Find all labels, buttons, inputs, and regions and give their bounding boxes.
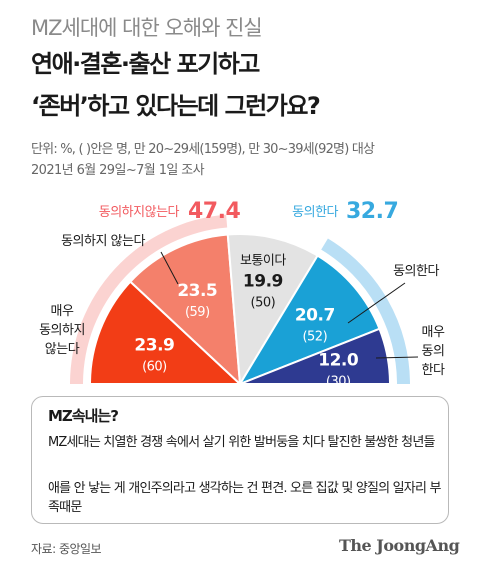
callout-neutral: 보통이다 — [240, 254, 286, 269]
callout-disagree: 동의하지 않는다 — [61, 234, 145, 249]
callout-agree: 동의한다 — [393, 264, 439, 279]
callout-strong-agree-2: 동의 — [422, 344, 445, 359]
agree-group-total: 32.7 — [346, 199, 398, 224]
disagree-group-label: 동의하지않는다 — [99, 205, 180, 220]
callout-strong-agree-3: 한다 — [422, 363, 445, 378]
value-label-2: 23.5 — [177, 281, 217, 301]
survey-date: 2021년 6월 29일~7월 1일 조사 — [31, 163, 205, 178]
disagree-group-arc — [70, 214, 228, 384]
unit-note: 단위: %, ( )안은 명, 만 20~29세(159명), 만 30~39세… — [31, 142, 375, 157]
callout-strong-disagree-3: 않는다 — [45, 342, 80, 357]
count-label-4: (52) — [302, 330, 327, 345]
leader-agree — [347, 282, 406, 324]
count-label-5: (30) — [326, 374, 351, 389]
page-title-line-2: ‘존버’하고 있다는데 그런가요? — [31, 92, 321, 120]
agree-group-label: 동의한다 — [292, 205, 338, 220]
slice-5 — [239, 327, 392, 385]
value-label-3: 19.9 — [243, 272, 283, 292]
kicker: MZ세대에 대한 오해와 진실 — [31, 16, 263, 40]
disagree-group-total: 47.4 — [188, 199, 240, 224]
insight-box: MZ속내는? MZ세대는 치열한 경쟁 속에서 살기 위한 발버둥을 치다 탈진… — [31, 396, 449, 524]
value-label-1: 23.9 — [134, 335, 174, 355]
value-label-5: 12.0 — [318, 350, 359, 370]
insight-text-2: 애를 안 낳는 게 개인주의라고 생각하는 건 편견. 오른 집값 및 양질의 … — [48, 481, 441, 515]
callout-strong-disagree-2: 동의하지 — [39, 323, 85, 338]
value-label-4: 20.7 — [295, 306, 335, 326]
callout-strong-agree-1: 매우 — [422, 325, 445, 340]
publisher-logo: The JoongAng — [339, 536, 460, 555]
insight-text-1: MZ세대는 치열한 경쟁 속에서 살기 위한 발버둥을 치다 탈진한 불쌍한 청… — [48, 435, 435, 450]
callout-strong-disagree-1: 매우 — [51, 304, 74, 319]
leader-strong-agree — [375, 356, 419, 359]
insight-box-title: MZ속내는? — [48, 407, 119, 425]
agree-group-arc — [321, 238, 410, 384]
leader-disagree — [160, 251, 179, 285]
source-note: 자료: 중앙일보 — [31, 542, 102, 556]
count-label-2: (59) — [185, 305, 210, 320]
page-title-line-1: 연애·결혼·출산 포기하고 — [31, 50, 260, 78]
count-label-3: (50) — [251, 296, 276, 311]
count-label-1: (60) — [142, 359, 167, 374]
